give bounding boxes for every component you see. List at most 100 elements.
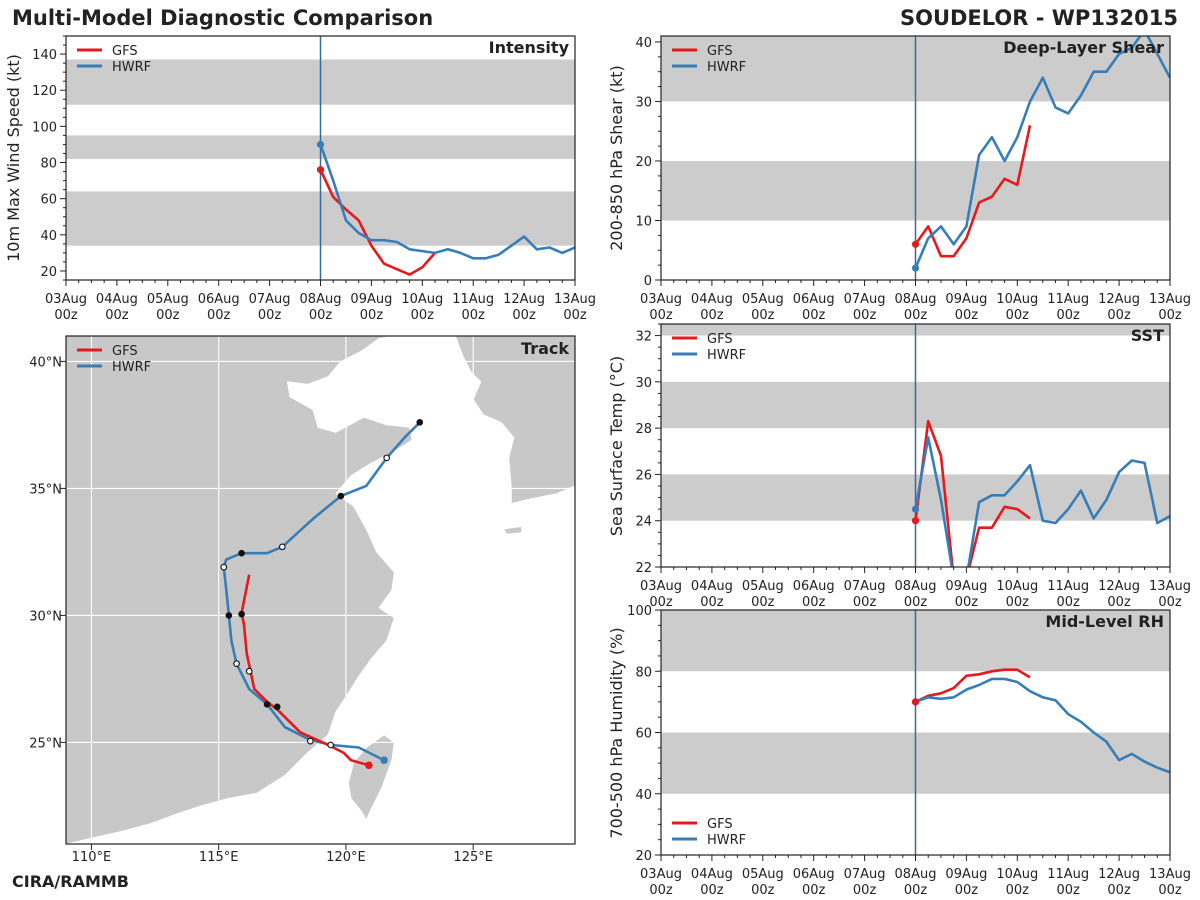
track-title: Track	[521, 339, 569, 358]
shear-xtick-label: 00z	[1107, 308, 1131, 323]
sst-gfs-line	[914, 419, 1031, 567]
sst-ytick-label: 30	[635, 376, 652, 391]
shear-xtick-label: 05Aug	[742, 292, 784, 307]
rh-hwrf-line	[915, 677, 1170, 774]
sst-xtick-label: 04Aug	[691, 579, 733, 594]
sst-ytick-label: 22	[635, 561, 652, 576]
sst-ylabel: Sea Surface Temp (°C)	[607, 356, 626, 536]
intensity-ytick-label: 60	[40, 193, 57, 208]
intensity-xtick-label: 07Aug	[249, 292, 291, 307]
sst-xtick-label: 00z	[751, 595, 775, 610]
rh-plot-area	[914, 668, 1170, 774]
track-gfs-day-marker	[263, 701, 271, 708]
track-hwrf-day-marker	[416, 419, 424, 426]
shear-hwrf-line	[914, 36, 1170, 269]
track-hwrf-day-marker	[238, 549, 245, 557]
sst-xtick-label: 10Aug	[996, 579, 1038, 594]
sst-ytick-label: 32	[635, 330, 652, 345]
intensity-hwrf-line	[319, 143, 575, 260]
rh-xtick-label: 00z	[904, 883, 928, 898]
jeju-island	[503, 526, 522, 535]
shear-xtick-label: 00z	[955, 308, 979, 323]
rh-xtick-label: 10Aug	[996, 867, 1038, 882]
intensity-ytick-label: 120	[32, 84, 57, 99]
shear-xtick-label: 00z	[802, 308, 826, 323]
rh-xtick-label: 00z	[649, 883, 673, 898]
korean-peninsula	[454, 336, 575, 505]
rh-xtick-label: 13Aug	[1149, 867, 1191, 882]
track-xtick-label: 125°E	[453, 850, 493, 865]
shear-xtick-label: 09Aug	[945, 292, 987, 307]
intensity-xtick-label: 08Aug	[300, 292, 342, 307]
intensity-xtick-label: 12Aug	[503, 292, 545, 307]
sst-xtick-label: 05Aug	[742, 579, 784, 594]
shear-ylabel: 200-850 hPa Shear (kt)	[607, 65, 626, 251]
shear-xtick-label: 00z	[1158, 308, 1182, 323]
rh-legend-gfs-label: GFS	[707, 817, 733, 832]
sst-gfs-init-point	[911, 517, 920, 525]
intensity-xtick-label: 09Aug	[350, 292, 392, 307]
intensity-legend-gfs-label: GFS	[112, 44, 138, 59]
intensity-xtick-label: 00z	[207, 308, 231, 323]
shear-legend-hwrf-label: HWRF	[707, 60, 746, 75]
intensity-ytick-label: 100	[32, 120, 57, 135]
intensity-ytick-label: 140	[32, 48, 57, 63]
rh-title: Mid-Level RH	[1045, 612, 1164, 631]
intensity-hwrf-init-point	[316, 140, 325, 149]
intensity-xtick-label: 00z	[411, 308, 435, 323]
shear-xtick-label: 00z	[649, 308, 673, 323]
track-map-area	[66, 336, 575, 844]
track-hwrf-day-marker	[337, 492, 345, 500]
track-xtick-label: 120°E	[326, 850, 366, 865]
track-hwrf-half-day-marker	[220, 563, 228, 571]
sst-legend-hwrf-label: HWRF	[707, 348, 746, 363]
track-legend-gfs-label: GFS	[112, 344, 138, 359]
shear-xtick-label: 11Aug	[1047, 292, 1089, 307]
sst-xtick-label: 00z	[1006, 595, 1030, 610]
track-hwrf-half-day-marker	[278, 543, 286, 551]
sst-xtick-label: 00z	[649, 595, 673, 610]
intensity-xtick-label: 00z	[563, 308, 587, 323]
rh-xtick-label: 06Aug	[793, 867, 835, 882]
rh-gfs-init-point	[911, 698, 920, 706]
rh-xtick-label: 11Aug	[1047, 867, 1089, 882]
sst-xtick-label: 13Aug	[1149, 579, 1191, 594]
rh-xtick-label: 08Aug	[895, 867, 937, 882]
rh-gfs-line	[914, 668, 1031, 704]
shear-legend-gfs-label: GFS	[707, 44, 733, 59]
track-hwrf-half-day-marker	[245, 667, 253, 675]
sst-xtick-label: 00z	[904, 595, 928, 610]
sst-xtick-label: 00z	[955, 595, 979, 610]
track-ytick-label: 35°N	[29, 482, 62, 497]
rh-legend-hwrf-label: HWRF	[707, 833, 746, 848]
shear-xtick-label: 13Aug	[1149, 292, 1191, 307]
sst-xtick-label: 12Aug	[1098, 579, 1140, 594]
shear-xtick-label: 08Aug	[895, 292, 937, 307]
rh-xtick-label: 04Aug	[691, 867, 733, 882]
credit-label: CIRA/RAMMB	[12, 872, 129, 891]
shear-ytick-label: 0	[644, 274, 652, 289]
shear-xtick-label: 00z	[1057, 308, 1081, 323]
intensity-xtick-label: 00z	[105, 308, 129, 323]
sst-xtick-label: 00z	[700, 595, 724, 610]
sst-plot-area	[914, 419, 1170, 567]
rh-xtick-label: 00z	[1057, 883, 1081, 898]
sst-hwrf-init-point	[911, 505, 920, 513]
track-hwrf-half-day-marker	[327, 741, 335, 749]
sst-title: SST	[1131, 326, 1164, 345]
shear-ytick-label: 20	[635, 155, 652, 170]
shear-hwrf-init-point	[911, 264, 920, 272]
intensity-plot-area	[319, 143, 575, 276]
shear-ytick-label: 30	[635, 95, 652, 110]
rh-ytick-label: 40	[635, 788, 652, 803]
track-hwrf-half-day-marker	[233, 660, 240, 668]
intensity-xtick-label: 05Aug	[147, 292, 189, 307]
sst-xtick-label: 11Aug	[1047, 579, 1089, 594]
track-ytick-label: 30°N	[29, 609, 62, 624]
intensity-xtick-label: 00z	[360, 308, 384, 323]
sst-xtick-label: 00z	[802, 595, 826, 610]
rh-xtick-label: 00z	[1158, 883, 1182, 898]
rh-xtick-label: 05Aug	[742, 867, 784, 882]
rh-ytick-label: 100	[627, 604, 652, 619]
track-hwrf-day-marker	[225, 612, 233, 619]
